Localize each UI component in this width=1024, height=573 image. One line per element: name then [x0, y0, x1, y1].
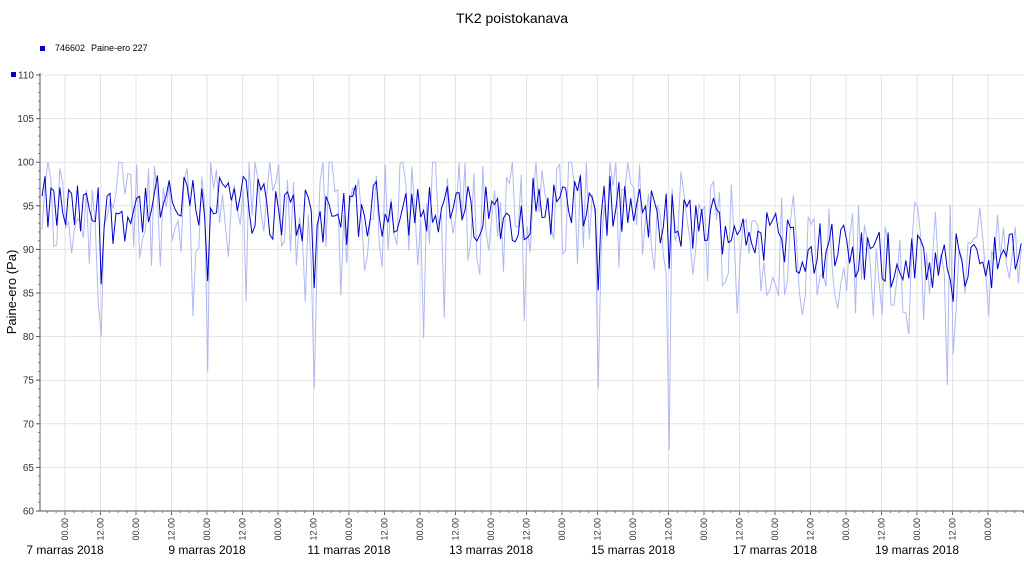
y-tick-label: 90 — [23, 245, 35, 256]
y-axis-label: Paine-ero (Pa) — [4, 250, 19, 335]
x-tick-label: 00.00 — [273, 518, 283, 541]
x-tick-label: 00.00 — [841, 518, 851, 541]
y-tick-label: 80 — [23, 332, 35, 343]
y-tick-label: 95 — [23, 201, 35, 212]
x-tick-label: 00.00 — [557, 518, 567, 541]
x-tick-label: 00.00 — [60, 518, 70, 541]
series-trace — [41, 175, 1022, 302]
x-tick-label: 00.00 — [131, 518, 141, 541]
y-tick-label: 110 — [18, 71, 34, 82]
x-date-label: 7 marras 2018 — [26, 543, 104, 557]
y-tick-label: 70 — [23, 419, 35, 430]
y-axis-ticks: 60 65 70 75 80 85 90 95 100 105 110 — [17, 71, 40, 518]
x-date-label: 11 marras 2018 — [307, 543, 390, 557]
chart-title: TK2 poistokanava — [455, 10, 569, 26]
gridlines — [40, 74, 1024, 512]
x-tick-label: 00.00 — [912, 518, 922, 541]
x-tick-label: 12.00 — [167, 518, 177, 541]
x-tick-label: 12.00 — [735, 518, 745, 541]
legend[interactable]: 746602 Paine-ero 227 — [40, 43, 148, 53]
x-tick-label: 00.00 — [202, 518, 212, 541]
x-tick-label: 12.00 — [309, 518, 319, 541]
legend-swatch — [40, 45, 45, 51]
x-tick-label: 12.00 — [380, 518, 390, 541]
legend-series-label: Paine-ero 227 — [91, 43, 148, 53]
y-tick-label: 75 — [23, 376, 35, 387]
x-axis-ticks: 00.00 12.00 00.00 12.00 00.00 12.00 00.00 12.00… — [46, 511, 1024, 541]
x-date-label: 15 marras 2018 — [591, 543, 675, 557]
x-tick-label: 12.00 — [451, 518, 461, 541]
x-tick-label: 12.00 — [806, 518, 816, 541]
y-tick-label: 100 — [17, 158, 34, 169]
x-tick-label: 00.00 — [486, 518, 496, 541]
y-tick-label: 105 — [17, 114, 34, 125]
x-tick-label: 12.00 — [522, 518, 532, 541]
x-tick-label: 12.00 — [948, 518, 958, 541]
axes — [39, 73, 1024, 512]
y-tick-label: 85 — [23, 289, 35, 300]
x-tick-label: 00.00 — [983, 518, 993, 541]
x-tick-label: 12.00 — [664, 518, 674, 541]
axis-marker — [11, 72, 16, 77]
x-tick-label: 00.00 — [628, 518, 638, 541]
x-tick-label: 00.00 — [344, 518, 354, 541]
x-tick-label: 12.00 — [238, 518, 248, 541]
series-line — [41, 175, 1022, 302]
y-tick-label: 60 — [23, 507, 35, 518]
x-tick-label: 12.00 — [96, 518, 106, 541]
legend-series-id: 746602 — [55, 43, 86, 53]
x-tick-label: 12.00 — [593, 518, 603, 541]
x-axis-date-labels: 7 marras 2018 9 marras 2018 11 marras 2018… — [26, 543, 959, 557]
x-tick-label: 00.00 — [770, 518, 780, 541]
x-date-label: 17 marras 2018 — [733, 543, 817, 557]
x-date-label: 19 marras 2018 — [875, 543, 959, 557]
x-tick-label: 00.00 — [699, 518, 709, 541]
x-date-label: 13 marras 2018 — [449, 543, 533, 557]
x-tick-label: 00.00 — [415, 518, 425, 541]
x-tick-label: 12.00 — [877, 518, 887, 541]
y-tick-label: 65 — [23, 463, 35, 474]
x-date-label: 9 marras 2018 — [168, 543, 246, 557]
